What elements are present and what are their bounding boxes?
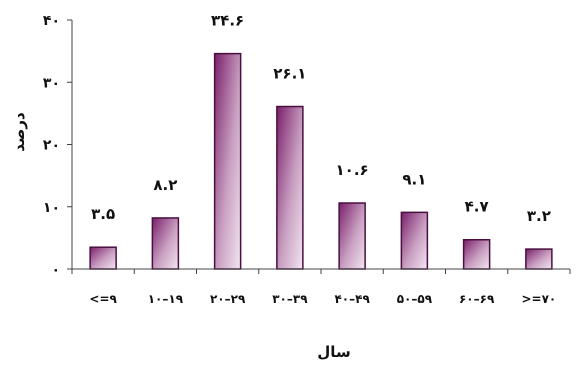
x-axis: <=۹ ۱۰–۱۹ ۲۰–۲۹ ۳۰–۳۹ ۴۰–۴۹ ۵۰–۵۹ ۶۰–۶۹ >=۷۰: [71, 268, 571, 306]
bar-value-label: ۳.۵: [91, 205, 115, 223]
bar: [338, 202, 366, 270]
bar-value-label: ۴.۷: [465, 198, 489, 216]
x-tick-label: ۳۰–۳۹: [272, 292, 308, 306]
x-tick-label: ۱۰–۱۹: [148, 292, 184, 306]
bar: [525, 248, 553, 270]
x-tick-label: <=۹: [89, 292, 117, 306]
y-tick-label: ۰: [51, 262, 60, 278]
bar: [462, 238, 491, 270]
bar-value-label: ۳۴.۶: [211, 12, 244, 30]
bar-value-label: ۳.۲: [527, 207, 551, 225]
bar: [276, 105, 304, 270]
y-axis: ۰ ۱۰ ۲۰ ۳۰ ۴۰: [43, 13, 73, 278]
value-labels: ۳.۵ ۸.۲ ۳۴.۶ ۲۶.۱ ۱۰.۶ ۹.۱ ۴.۷ ۳.۲: [91, 12, 551, 225]
x-tick-label: ۶۰–۶۹: [459, 292, 495, 306]
y-axis-title: درصد: [10, 112, 28, 152]
bar-value-label: ۸.۲: [153, 176, 177, 194]
x-tick-label: ۴۰–۴۹: [334, 292, 370, 306]
x-tick-label: ۲۰–۲۹: [210, 292, 246, 306]
bar: [89, 246, 117, 270]
bar: [151, 217, 180, 270]
bar: [400, 211, 429, 270]
y-tick-label: ۲۰: [43, 138, 60, 154]
x-tick-label: >=۷۰: [521, 292, 556, 306]
y-tick-label: ۱۰: [43, 200, 60, 216]
y-tick-label: ۳۰: [43, 75, 60, 91]
x-tick-label: ۵۰–۵۹: [397, 292, 433, 306]
bar: [213, 52, 242, 270]
bar-value-label: ۲۶.۱: [273, 65, 306, 83]
y-tick-label: ۴۰: [43, 13, 60, 29]
bar-value-label: ۹.۱: [402, 170, 426, 188]
bar-value-label: ۱۰.۶: [336, 161, 369, 179]
bars: [89, 52, 553, 270]
x-axis-title: سال: [317, 343, 350, 361]
